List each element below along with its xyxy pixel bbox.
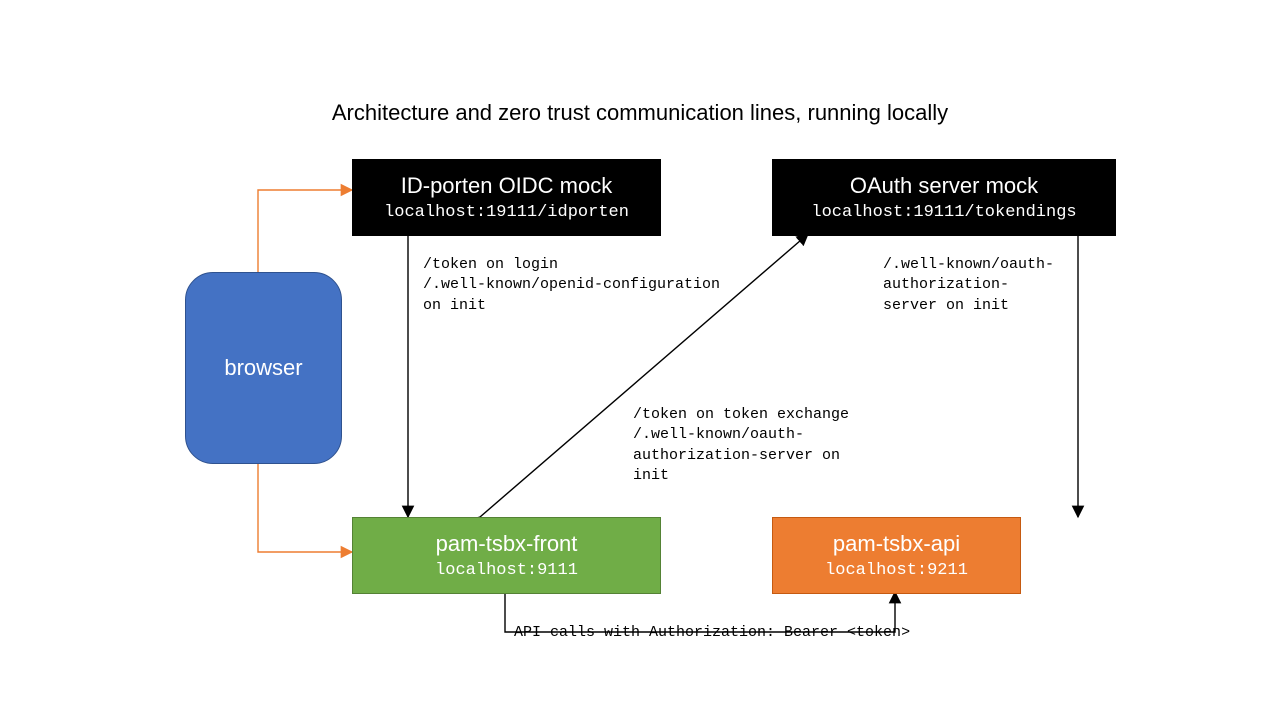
edge-label-idp-front: /token on login /.well-known/openid-conf… [423, 255, 720, 316]
node-front-sub: localhost:9111 [435, 560, 578, 581]
edge-label-oauth-api: /.well-known/oauth- authorization- serve… [883, 255, 1054, 316]
edge-browser-idp [258, 190, 352, 272]
edge-label-api-call: API calls with Authorization: Bearer <to… [514, 623, 910, 643]
node-pam-tsbx-api: pam-tsbx-api localhost:9211 [772, 517, 1021, 594]
node-browser-label: browser [224, 354, 302, 382]
edge-label-oauth-front: /token on token exchange /.well-known/oa… [633, 405, 849, 486]
node-api-sub: localhost:9211 [825, 560, 968, 581]
node-pam-tsbx-front: pam-tsbx-front localhost:9111 [352, 517, 661, 594]
edge-browser-front [258, 462, 352, 552]
node-idporten-mock: ID-porten OIDC mock localhost:19111/idpo… [352, 159, 661, 236]
diagram-title: Architecture and zero trust communicatio… [0, 100, 1280, 126]
node-idporten-sub: localhost:19111/idporten [384, 202, 629, 223]
node-oauth-label: OAuth server mock [850, 172, 1038, 200]
diagram-canvas: Architecture and zero trust communicatio… [0, 0, 1280, 720]
node-browser: browser [185, 272, 342, 464]
node-oauth-mock: OAuth server mock localhost:19111/tokend… [772, 159, 1116, 236]
node-oauth-sub: localhost:19111/tokendings [811, 202, 1076, 223]
node-idporten-label: ID-porten OIDC mock [401, 172, 613, 200]
node-front-label: pam-tsbx-front [436, 530, 578, 558]
node-api-label: pam-tsbx-api [833, 530, 960, 558]
